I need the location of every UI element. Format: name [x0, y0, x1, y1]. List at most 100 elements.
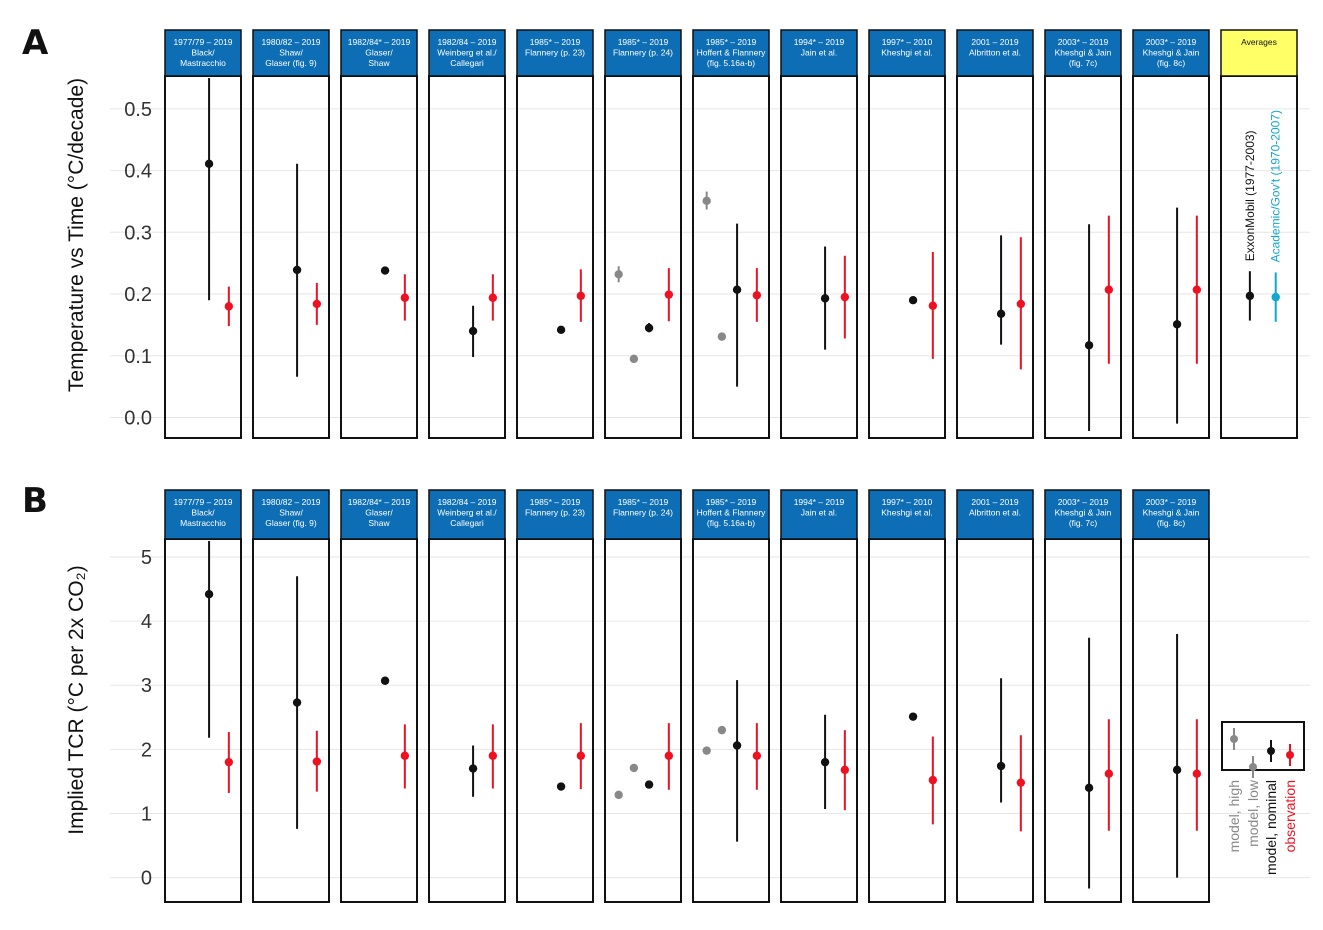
y-tick-label: 0.0: [124, 407, 152, 429]
model-nominal-point: [820, 294, 830, 303]
y-tick-label: 4: [141, 611, 152, 633]
subplot-source: (fig. 5.16a-b): [707, 58, 755, 68]
subplot-source: Kheshgi & Jain: [1055, 508, 1112, 518]
subplot-date: 1985* – 2019: [618, 497, 669, 507]
subplot-frame: [164, 75, 242, 439]
legend-model-low-label: model, low: [1245, 779, 1261, 847]
observation-point: [928, 301, 938, 310]
averages-panel: Averages ExxonMobil (1977-2003) Academic/G…: [1220, 29, 1298, 439]
subplot-frame: [692, 538, 770, 903]
subplot-source: Flannery (p. 24): [613, 48, 673, 58]
subplot-header: [252, 29, 330, 77]
model-nominal-point: [292, 265, 302, 275]
subplot-frame: [428, 538, 506, 903]
model-low-point: [629, 354, 639, 364]
subplot-source: (fig. 5.16a-b): [707, 518, 755, 528]
model-nominal-point: [1084, 341, 1094, 350]
model-nominal-point: [204, 159, 214, 168]
panel-a-y-axis-title: Temperature vs Time (°C/decade): [65, 78, 88, 392]
observation-point: [664, 751, 674, 760]
subplot-header: [340, 489, 418, 540]
subplot-date: 2003* – 2019: [1146, 37, 1197, 47]
subplot-source: Mastracchio: [180, 518, 226, 528]
model-nominal-point: [204, 590, 214, 599]
model-nominal-point: [380, 676, 390, 685]
subplot-date: 1985* – 2019: [706, 37, 757, 47]
observation-point: [488, 751, 498, 760]
observation-point: [1104, 285, 1114, 294]
subplot-header: [780, 489, 858, 540]
model-nominal-point: [644, 323, 654, 333]
subplot-frame: [692, 75, 770, 439]
subplot-source: Glaser (fig. 9): [265, 518, 317, 528]
subplot-frame: [604, 75, 682, 439]
model-nominal-point: [1084, 783, 1094, 793]
model-nominal-point: [292, 698, 302, 707]
model-high-point: [614, 790, 623, 800]
observation-point: [400, 751, 410, 760]
model-high-point: [702, 746, 711, 755]
subplot-date: 2003* – 2019: [1058, 497, 1109, 507]
subplot-header: [956, 489, 1034, 540]
subplot-source: Hoffert & Flannery: [697, 508, 767, 518]
model-high-point: [702, 196, 711, 206]
subplot-header: [1044, 489, 1122, 540]
subplot-source: Shaw: [368, 518, 390, 528]
observation-point: [1016, 778, 1026, 787]
observation-point: [752, 751, 762, 760]
model-low-point: [717, 332, 727, 341]
model-nominal-point: [644, 780, 654, 789]
model-nominal-point: [732, 741, 742, 750]
model-nominal-point: [820, 757, 830, 767]
y-tick-label: 0.1: [124, 346, 152, 368]
subplot-source: Kheshgi & Jain: [1143, 508, 1200, 518]
model-low-point: [717, 725, 727, 735]
legend-model-high-marker: [1230, 735, 1238, 743]
subplot-header: [868, 489, 946, 540]
model-nominal-point: [468, 764, 478, 773]
subplot-source: Glaser/: [365, 508, 393, 518]
observation-point: [488, 293, 498, 302]
subplot-date: 1980/82 – 2019: [261, 497, 320, 507]
subplot-date: 1982/84 – 2019: [437, 497, 496, 507]
model-nominal-point: [556, 325, 566, 335]
panel-letter-a: A: [22, 23, 49, 63]
observation-point: [312, 757, 322, 766]
panel-a: 0.0 0.1 0.2 0.3 0.4 0.5 1977/79 – 2019Black/Ma…: [110, 29, 1310, 439]
subplot-frame: [340, 75, 418, 439]
subplot-header: [340, 29, 418, 77]
averages-frame: [1220, 75, 1298, 439]
averages-header: [1220, 29, 1298, 77]
subplot-header: [1132, 29, 1210, 77]
model-nominal-point: [996, 309, 1006, 318]
subplot-date: 2003* – 2019: [1058, 37, 1109, 47]
academic-average-point: [1271, 292, 1280, 302]
subplot-date: 1997* – 2010: [882, 37, 933, 47]
subplot-date: 1982/84 – 2019: [437, 37, 496, 47]
subplot-date: 1977/79 – 2019: [173, 37, 232, 47]
subplot-date: 1980/82 – 2019: [261, 37, 320, 47]
model-nominal-point: [556, 782, 566, 791]
subplot-source: (fig. 8c): [1157, 58, 1186, 68]
subplot-source: Kheshgi & Jain: [1143, 48, 1200, 58]
model-nominal-point: [380, 266, 390, 275]
subplot-date: 2003* – 2019: [1146, 497, 1197, 507]
y-tick-label: 5: [141, 547, 152, 569]
subplot-source: Albritton et al.: [969, 48, 1021, 58]
subplot-source: Glaser (fig. 9): [265, 58, 317, 68]
observation-point: [400, 293, 410, 302]
subplot-frame: [340, 538, 418, 903]
subplot-frame: [164, 538, 242, 903]
subplot-source: Jain et al.: [801, 48, 837, 58]
y-tick-label: 1: [141, 803, 152, 825]
legend-model-high-label: model, high: [1226, 780, 1242, 852]
subplot-source: Weinberg et al./: [437, 508, 497, 518]
subplot-header: [516, 29, 594, 77]
model-nominal-point: [468, 326, 478, 336]
subplot-date: 1982/84* – 2019: [348, 497, 411, 507]
academic-average-label: Academic/Gov't (1970-2007): [1269, 110, 1283, 262]
subplot-source: Shaw/: [279, 508, 303, 518]
subplot-date: 1985* – 2019: [706, 497, 757, 507]
observation-point: [576, 751, 586, 760]
